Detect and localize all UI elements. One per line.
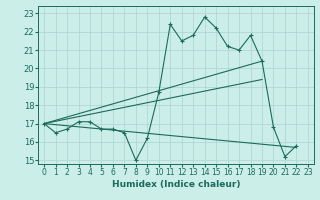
X-axis label: Humidex (Indice chaleur): Humidex (Indice chaleur) <box>112 180 240 189</box>
